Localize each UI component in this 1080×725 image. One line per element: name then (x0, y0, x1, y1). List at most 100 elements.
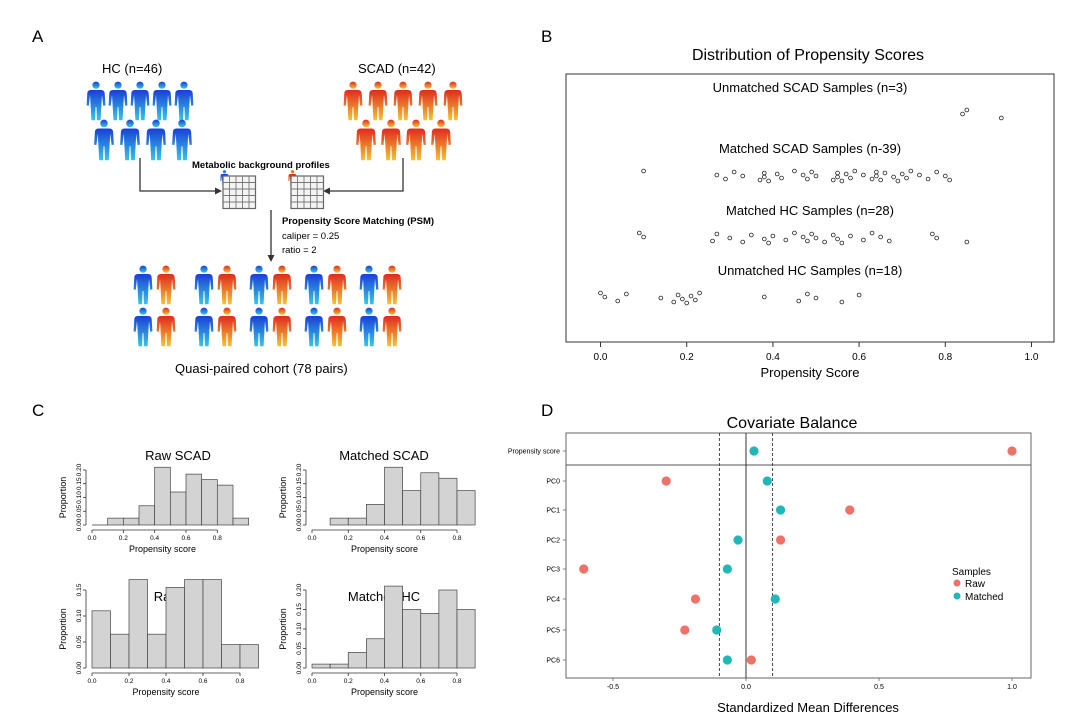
propensity-point (895, 178, 901, 184)
histogram-bar (147, 633, 167, 669)
scad-person-icon (431, 119, 451, 161)
balance-x-tick-label: 1.0 (1007, 684, 1017, 691)
hc-person-icon (133, 265, 153, 305)
histogram-bar (184, 579, 204, 669)
scad-person-icon (272, 265, 292, 305)
propensity-point (792, 168, 797, 174)
propensity-group-label: Matched SCAD Samples (n-39) (719, 141, 901, 156)
histogram-title: Raw SCAD (145, 448, 211, 463)
propensity-point (624, 291, 629, 297)
propensity-point (964, 107, 970, 113)
histogram-x-tick-label: 0.6 (416, 678, 425, 685)
histogram-bar (311, 663, 331, 669)
propensity-point (830, 177, 836, 183)
raw-point (1007, 446, 1017, 456)
propensity-point (839, 178, 845, 184)
propensity-point (848, 175, 853, 181)
histogram-bar (456, 490, 476, 526)
histogram-y-tick-label: 0.15 (296, 477, 303, 490)
propensity-point (714, 231, 720, 237)
propensity-x-tick-label: 1.0 (1025, 352, 1039, 363)
propensity-point (805, 238, 810, 244)
matched-point (722, 564, 732, 574)
scad-person-icon (272, 307, 292, 347)
propensity-point (671, 299, 677, 305)
histogram-bar (347, 652, 367, 669)
propensity-x-axis: 0.0 0.2 0.4 0.6 0.8 1.0 (594, 342, 1039, 363)
histogram-x-label: Propensity score (132, 687, 199, 697)
panel-b: B Distribution of Propensity Scores 0.0 0… (541, 27, 1055, 380)
propensity-point (835, 236, 840, 242)
scad-person-icon (217, 307, 237, 347)
propensity-point (813, 295, 819, 301)
propensity-point (809, 169, 814, 175)
propensity-point (830, 232, 836, 238)
histogram-bar (216, 484, 234, 526)
propensity-point (710, 238, 715, 244)
hc-person-icon (359, 265, 379, 305)
propensity-point (874, 173, 879, 179)
histogram-y-tick-label: 0.10 (296, 491, 303, 504)
propensity-point (675, 292, 681, 298)
propensity-point (843, 171, 849, 177)
histogram-bar (91, 610, 111, 669)
propensity-point (861, 237, 866, 243)
scad-person-icon (368, 81, 388, 121)
matched-point (762, 476, 772, 486)
scad-person-icon (443, 81, 463, 121)
propensity-point (882, 170, 888, 176)
propensity-point (852, 168, 858, 174)
propensity-x-tick-label: 0.6 (852, 352, 866, 363)
propensity-point (740, 173, 746, 179)
raw-point (746, 655, 756, 665)
propensity-groups: Unmatched SCAD Samples (n=3) Matched SCAD… (598, 80, 1004, 306)
propensity-point (805, 176, 810, 182)
propensity-group-label: Unmatched SCAD Samples (n=3) (713, 80, 908, 95)
histogram-x-tick-label: 0.6 (416, 535, 425, 542)
scad-person-icon (156, 307, 176, 347)
matched-point (712, 625, 722, 635)
propensity-point (839, 299, 845, 305)
propensity-point (615, 298, 621, 304)
propensity-point (684, 300, 689, 306)
propensity-point (942, 173, 948, 179)
histogram-y-tick-label: 0.05 (76, 635, 83, 648)
scad-person-icon (393, 81, 413, 121)
histogram-y-tick-label: 0.00 (76, 661, 83, 674)
histogram-x-tick-label: 0.2 (344, 678, 353, 685)
propensity-point (761, 294, 767, 300)
propensity-point (869, 176, 875, 182)
histogram-bar (384, 466, 403, 526)
hc-person-icon (94, 119, 114, 161)
histogram-bar (438, 477, 458, 526)
propensity-chart-title: Distribution of Propensity Scores (692, 47, 924, 64)
histogram-title: Matched SCAD (339, 448, 429, 463)
histogram-bar (384, 585, 403, 669)
histogram-bar (366, 504, 385, 526)
matched-point (749, 446, 759, 456)
propensity-point (774, 171, 780, 177)
histogram-x-tick-label: 0.0 (87, 535, 96, 542)
histogram-bar (239, 644, 259, 669)
propensity-point (839, 240, 845, 246)
covariate-label: Propensity score (508, 449, 560, 456)
hc-person-icon (146, 119, 166, 161)
histogram-x-tick-label: 0.2 (344, 535, 353, 542)
histogram-y-tick-label: 0.15 (76, 583, 83, 596)
histogram-bar (329, 663, 349, 669)
propensity-point (904, 175, 909, 181)
covariate-label: PC1 (546, 508, 560, 515)
histogram-bar (128, 579, 148, 669)
panel-c-letter: C (32, 401, 44, 420)
legend-title: Samples (952, 567, 991, 578)
histogram-x-tick-label: 0.8 (235, 678, 244, 685)
histogram-bar (221, 644, 241, 669)
propensity-point (792, 230, 797, 236)
covariate-label: PC5 (546, 628, 560, 635)
propensity-point (800, 234, 806, 240)
histogram-y-tick-label: 0.05 (76, 505, 83, 518)
propensity-point (658, 295, 664, 301)
legend-raw-label: Raw (965, 579, 986, 590)
propensity-point (878, 177, 883, 183)
